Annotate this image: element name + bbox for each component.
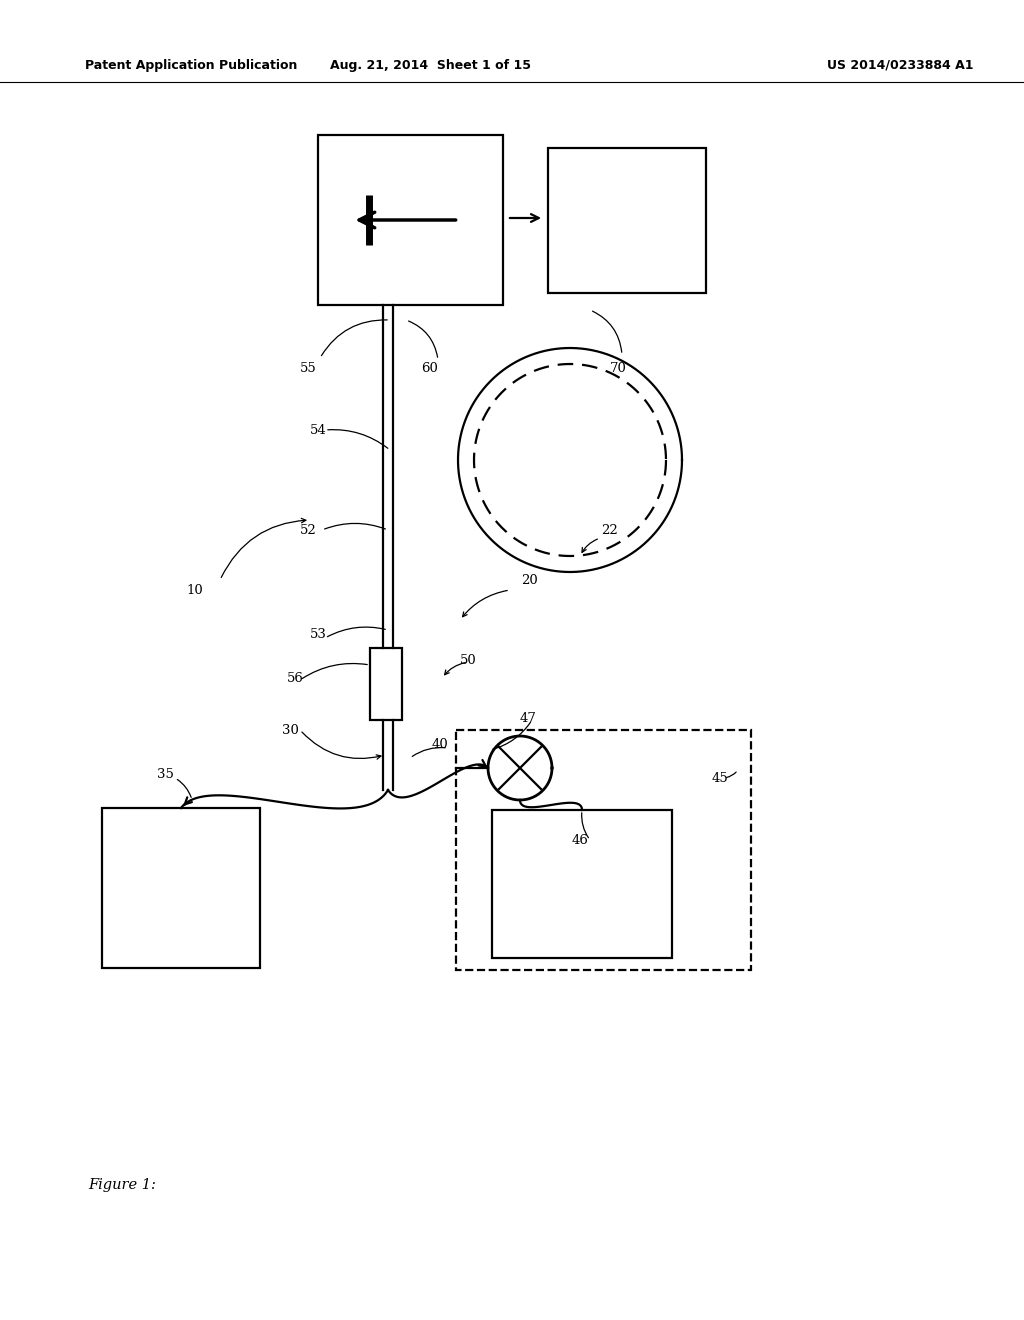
Text: 45: 45 — [712, 771, 728, 784]
Text: 22: 22 — [602, 524, 618, 536]
Bar — [548, 148, 706, 293]
Text: 50: 50 — [460, 653, 476, 667]
Text: 47: 47 — [519, 711, 537, 725]
Bar — [492, 810, 672, 958]
Text: 10: 10 — [186, 583, 204, 597]
Text: Aug. 21, 2014  Sheet 1 of 15: Aug. 21, 2014 Sheet 1 of 15 — [330, 58, 530, 71]
Bar — [370, 648, 402, 719]
Text: US 2014/0233884 A1: US 2014/0233884 A1 — [826, 58, 973, 71]
Bar — [456, 730, 751, 970]
Text: 46: 46 — [571, 833, 589, 846]
Text: 30: 30 — [282, 723, 298, 737]
Text: 70: 70 — [609, 362, 627, 375]
Text: Figure 1:: Figure 1: — [88, 1177, 156, 1192]
Text: 52: 52 — [300, 524, 316, 536]
Text: 40: 40 — [432, 738, 449, 751]
Bar — [102, 808, 260, 968]
Bar — [318, 135, 503, 305]
Text: 54: 54 — [309, 424, 327, 437]
Text: 20: 20 — [521, 573, 539, 586]
Text: 60: 60 — [422, 362, 438, 375]
Text: 53: 53 — [309, 628, 327, 642]
Text: Patent Application Publication: Patent Application Publication — [85, 58, 297, 71]
Text: 35: 35 — [157, 768, 173, 781]
Text: 55: 55 — [300, 362, 316, 375]
Text: 56: 56 — [287, 672, 303, 685]
